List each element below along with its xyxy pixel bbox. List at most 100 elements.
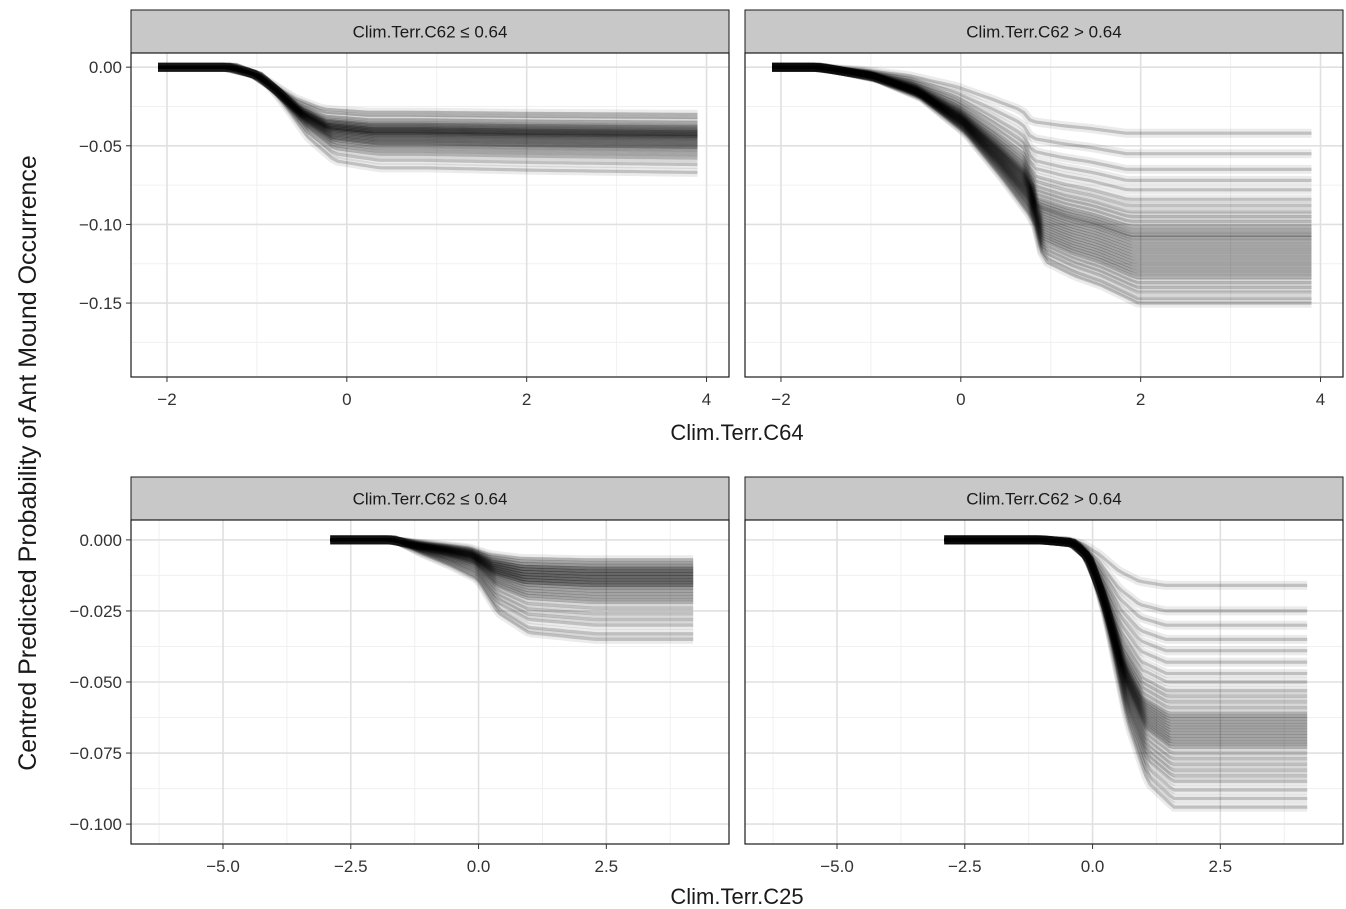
ice-curve	[772, 65, 1312, 156]
ice-curve-band	[772, 62, 1312, 204]
ice-curve-band	[158, 62, 698, 130]
ice-curve-band	[158, 62, 698, 149]
ice-curve	[158, 65, 698, 145]
ice-curve-band	[772, 62, 1312, 248]
ice-curve-band	[772, 62, 1312, 277]
ice-curve	[158, 65, 698, 135]
ice-curve	[158, 65, 698, 157]
ice-curve	[772, 65, 1312, 234]
ice-curve	[772, 65, 1312, 261]
ice-curve	[158, 65, 698, 146]
chart-row-clim-terr-c25: Clim.Terr.C62 ≤ 0.64 −5.0 −2.5 0.0 2.5 0.000…	[70, 476, 1344, 909]
ice-curve-band	[158, 62, 698, 137]
facet-panel-c64-low: Clim.Terr.C62 ≤ 0.64 −2 0 2 4 0.00 −0.05 −0.10…	[79, 9, 730, 409]
y-tick-label: −0.10	[79, 215, 122, 234]
ice-curve-band	[158, 62, 698, 151]
y-tick-label: −0.05	[79, 137, 122, 156]
facet-strip	[744, 9, 1344, 54]
ice-curve-band	[772, 62, 1312, 245]
x-tick-label: 2.5	[595, 857, 619, 876]
ice-curve	[772, 65, 1312, 201]
ice-curve-band	[158, 62, 698, 141]
x-tick-label: 4	[1316, 390, 1325, 409]
ice-curve-band	[158, 62, 698, 148]
x-axis-label-c25: Clim.Terr.C25	[670, 884, 803, 909]
ice-curve-band	[772, 62, 1312, 308]
ice-curve	[158, 65, 698, 140]
ice-curve-band	[772, 62, 1312, 222]
x-tick-label: 0.0	[1081, 857, 1105, 876]
ice-curves	[771, 62, 1312, 308]
ice-curve-band	[772, 62, 1312, 185]
ice-curve-band	[158, 62, 698, 157]
ice-curve	[772, 65, 1312, 208]
ice-curve	[158, 65, 698, 134]
ice-curve	[772, 65, 1312, 214]
ice-curve-band	[158, 62, 698, 133]
panel-border	[744, 52, 1344, 378]
ice-curve	[158, 65, 698, 127]
ice-curve-band	[772, 62, 1312, 283]
panel-background	[745, 53, 1343, 377]
ice-curve-band	[772, 62, 1312, 237]
ice-curve-band	[158, 62, 698, 177]
ice-curve-band	[772, 62, 1312, 211]
ice-curve	[772, 65, 1312, 258]
ice-curve	[158, 65, 698, 137]
ice-curve	[772, 65, 1312, 277]
ice-curve	[772, 65, 1312, 285]
facet-strip	[130, 476, 730, 521]
ice-curve-band	[772, 62, 1312, 240]
chart-row-clim-terr-c64: Clim.Terr.C62 ≤ 0.64 −2 0 2 4 0.00 −0.05 −0.10…	[79, 9, 1344, 445]
ice-curve-band	[772, 62, 1312, 273]
ice-curve-band	[158, 62, 698, 163]
plot-area	[744, 52, 1344, 378]
facet-strip	[744, 476, 1344, 521]
x-tick-label: −2.5	[334, 857, 368, 876]
x-tick-label: 2	[1136, 390, 1145, 409]
ice-curve	[772, 65, 1312, 252]
ice-curve	[772, 65, 1312, 271]
ice-curve	[772, 65, 1312, 219]
ice-curve	[158, 65, 698, 167]
ice-curve-band	[158, 62, 698, 132]
ice-curve-band	[158, 62, 698, 135]
ice-curve-band	[772, 62, 1312, 267]
ice-curve-band	[158, 62, 698, 119]
panel-border	[744, 519, 1344, 845]
ice-curve-band	[772, 62, 1312, 288]
ice-curve-band	[158, 62, 698, 138]
ice-curve-band	[158, 62, 698, 146]
ice-curve	[158, 65, 698, 124]
ice-curve	[772, 65, 1312, 239]
ice-curve	[772, 65, 1312, 242]
ice-curve	[772, 65, 1312, 237]
facet-strip-label: Clim.Terr.C62 ≤ 0.64	[353, 490, 508, 509]
y-tick-label: −0.025	[70, 602, 122, 621]
panel-background	[131, 53, 729, 377]
ice-curve	[158, 65, 698, 143]
ice-curve	[158, 65, 698, 131]
ice-curve	[772, 65, 1312, 182]
facet-strip-label: Clim.Terr.C62 > 0.64	[966, 23, 1121, 42]
ice-curve	[772, 65, 1312, 171]
ice-curve-band	[772, 62, 1312, 231]
ice-curves	[944, 535, 1308, 812]
facet-strip-label: Clim.Terr.C62 > 0.64	[966, 490, 1121, 509]
y-axis-label: Centred Predicted Probability of Ant Mou…	[14, 155, 42, 771]
plot-area	[744, 519, 1344, 845]
y-tick-label: −0.100	[70, 815, 122, 834]
x-tick-label: −2	[157, 390, 176, 409]
ice-curve	[772, 65, 1312, 264]
x-tick-label: 4	[702, 390, 711, 409]
ice-curve	[158, 65, 698, 120]
facet-panel-c25-high: Clim.Terr.C62 > 0.64 −5.0 −2.5 0.0 2.5	[744, 476, 1344, 876]
ice-curve	[772, 65, 1312, 289]
facet-strip	[130, 9, 730, 54]
ice-curve	[158, 65, 698, 174]
ice-curve	[772, 65, 1312, 294]
y-tick-label: −0.15	[79, 294, 122, 313]
x-tick-label: 2	[522, 390, 531, 409]
plot-area	[130, 52, 730, 378]
x-tick-label: 2.5	[1209, 857, 1233, 876]
